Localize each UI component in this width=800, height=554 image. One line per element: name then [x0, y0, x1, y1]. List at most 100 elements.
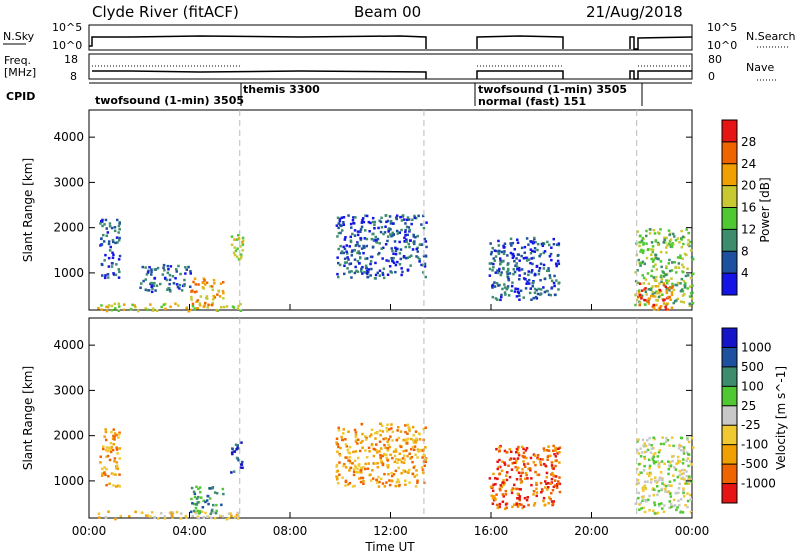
velocity-echo-cell — [685, 451, 689, 454]
velocity-echo-cell — [672, 474, 675, 477]
velocity-echo-cell — [650, 444, 653, 447]
power-echo-cell — [529, 252, 533, 255]
velocity-echo-cell — [356, 442, 359, 445]
velocity-echo-cell — [492, 472, 495, 476]
power-echo-cell — [669, 238, 673, 241]
velocity-echo-cell — [685, 474, 689, 478]
velocity-echo-cell — [355, 438, 358, 442]
power-echo-cell — [360, 225, 364, 229]
power-echo-cell — [549, 293, 552, 297]
velocity-echo-cell — [668, 480, 672, 483]
sky-panel-frame — [88, 24, 693, 51]
velocity-echo-cell — [400, 472, 403, 475]
velocity-echo-cell — [529, 456, 533, 460]
velocity-echo-cell — [215, 509, 218, 513]
power-echo-cell — [655, 257, 658, 260]
power-echo-cell — [168, 282, 171, 286]
power-echo-cell — [169, 290, 172, 293]
power-echo-cell — [413, 214, 416, 218]
power-echo-cell — [682, 301, 685, 304]
velocity-echo-cell — [524, 477, 527, 480]
velocity-echo-cell — [199, 490, 202, 494]
power-echo-cell — [420, 243, 424, 246]
power-echo-cell — [671, 282, 674, 286]
power-echo-cell — [163, 276, 167, 280]
power-echo-cell — [653, 256, 657, 260]
power-echo-cell — [511, 241, 515, 245]
power-echo-cell — [634, 279, 638, 283]
power-echo-cell — [404, 245, 407, 249]
velocity-echo-cell — [420, 466, 424, 469]
power-echo-cell — [524, 256, 527, 260]
power-echo-cell — [549, 252, 553, 256]
power-echo-cell — [495, 249, 498, 253]
velocity-echo-cell — [535, 487, 538, 490]
velocity-echo-cell — [200, 496, 203, 499]
velocity-echo-cell — [498, 458, 501, 462]
velocity-echo-cell — [358, 449, 362, 453]
power-echo-cell — [503, 291, 507, 294]
velocity-echo-cell — [107, 446, 110, 450]
power-echo-cell — [671, 261, 674, 264]
power-echo-cell — [528, 291, 532, 295]
velocity-echo-cell — [356, 467, 359, 470]
velocity-echo-cell — [371, 477, 375, 480]
velocity-echo-cell — [389, 453, 392, 457]
power-echo-cell — [150, 268, 153, 271]
power-echo-cell — [360, 267, 363, 271]
power-echo-cell — [647, 300, 650, 303]
velocity-echo-cell — [653, 452, 657, 455]
velocity-echo-cell — [679, 498, 683, 501]
velocity-echo-cell — [558, 451, 561, 454]
velocity-echo-cell — [237, 459, 240, 462]
velocity-echo-cell — [192, 509, 196, 513]
velocity-echo-cell — [493, 496, 496, 499]
velocity-echo-cell — [231, 452, 234, 456]
power-echo-cell — [658, 288, 662, 292]
velocity-echo-cell — [544, 464, 547, 468]
velocity-echo-cell — [237, 517, 240, 520]
power-echo-cell — [497, 252, 501, 255]
velocity-colorbar-swatch — [722, 366, 737, 387]
power-echo-cell — [642, 249, 645, 252]
power-echo-cell — [164, 307, 167, 311]
sky-panel: N.Sky 10^5 10^0 10^5 10^0 N.Search — [3, 21, 796, 52]
power-echo-cell — [115, 236, 119, 239]
velocity-echo-cell — [530, 477, 533, 480]
velocity-echo-cell — [367, 446, 371, 450]
velocity-echo-cell — [392, 473, 396, 476]
power-echo-cell — [505, 270, 509, 274]
power-echo-cell — [492, 257, 495, 260]
power-echo-cell — [500, 271, 503, 274]
power-echo-cell — [234, 249, 238, 253]
velocity-echo-cell — [168, 511, 172, 515]
velocity-echo-cell — [652, 509, 655, 512]
power-echo-cell — [362, 220, 366, 224]
power-echo-cell — [222, 291, 225, 295]
power-echo-cell — [518, 298, 521, 301]
power-echo-cell — [665, 287, 669, 290]
power-echo-cell — [646, 272, 650, 275]
velocity-echo-cell — [349, 466, 353, 470]
velocity-echo-cell — [643, 442, 646, 445]
power-echo-cell — [363, 246, 366, 249]
power-echo-cell — [558, 281, 561, 284]
velocity-echo-cell — [377, 485, 381, 488]
velocity-echo-cell — [554, 455, 558, 458]
power-colorbar-swatch — [722, 163, 737, 186]
velocity-echo-cell — [361, 439, 364, 443]
power-echo-cell — [356, 251, 359, 255]
velocity-echo-cell — [99, 455, 102, 458]
velocity-echo-cell — [236, 446, 239, 450]
velocity-echo-cell — [112, 443, 115, 446]
velocity-echo-cell — [689, 510, 693, 514]
power-echo-cell — [336, 256, 339, 259]
power-echo-cell — [640, 294, 644, 297]
power-echo-cell — [190, 295, 193, 299]
power-echo-cell — [548, 274, 552, 277]
power-echo-cell — [535, 288, 538, 292]
velocity-echo-cell — [231, 447, 234, 451]
power-echo-cell — [382, 267, 386, 270]
power-echo-cell — [641, 251, 645, 254]
